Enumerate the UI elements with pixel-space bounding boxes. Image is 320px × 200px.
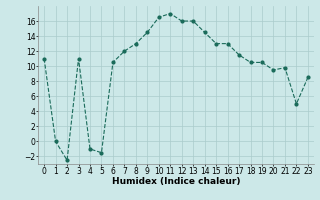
X-axis label: Humidex (Indice chaleur): Humidex (Indice chaleur): [112, 177, 240, 186]
